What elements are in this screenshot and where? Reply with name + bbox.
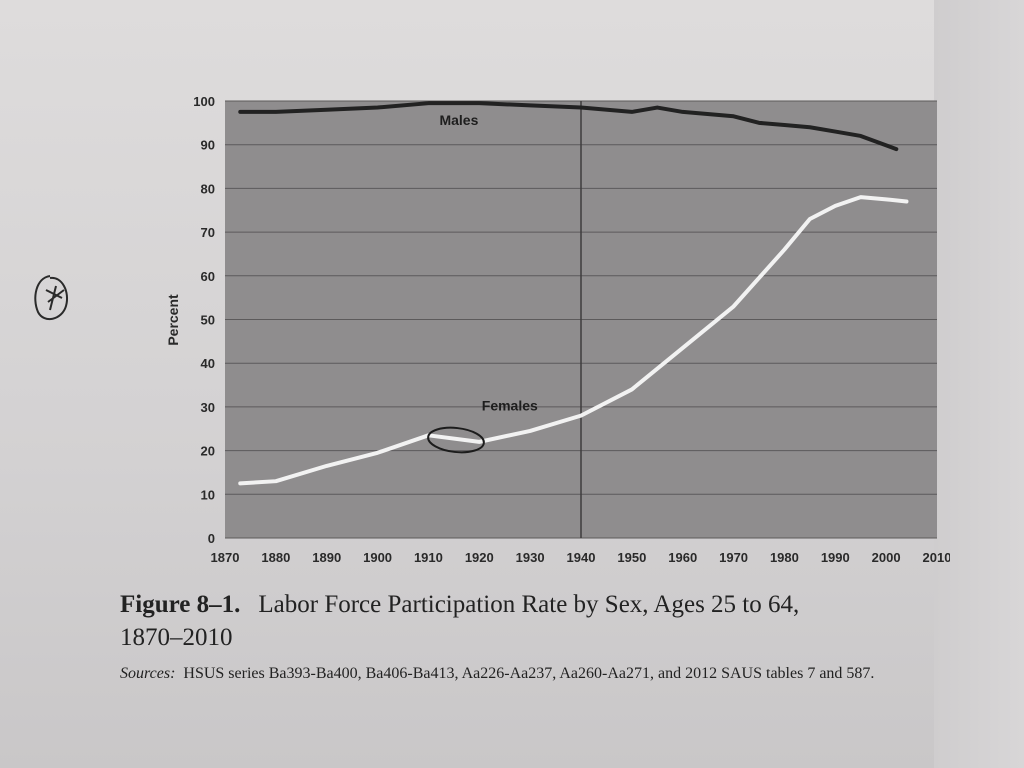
next-page-edge xyxy=(934,0,1024,768)
x-tick-label: 1970 xyxy=(719,550,748,565)
y-tick-label: 100 xyxy=(193,95,215,109)
x-tick-label: 1890 xyxy=(312,550,341,565)
x-tick-label: 1930 xyxy=(516,550,545,565)
x-tick-label: 1920 xyxy=(465,550,494,565)
caption-title-line1: Labor Force Participation Rate by Sex, A… xyxy=(258,591,800,618)
y-tick-label: 60 xyxy=(201,269,215,284)
x-tick-label: 1900 xyxy=(363,550,392,565)
sources-text: HSUS series Ba393-Ba400, Ba406-Ba413, Aa… xyxy=(183,665,875,682)
handwritten-circle xyxy=(427,426,485,454)
x-tick-label: 1880 xyxy=(261,550,290,565)
y-tick-label: 20 xyxy=(201,444,215,459)
y-tick-label: 90 xyxy=(201,138,215,153)
x-tick-label: 1990 xyxy=(821,550,850,565)
x-tick-label: 1980 xyxy=(770,550,799,565)
series-label-males: Males xyxy=(439,112,478,128)
y-tick-labels: 0 10 20 30 40 50 60 70 80 90 100 xyxy=(193,94,215,546)
chart-container: 0 10 20 30 40 50 60 70 80 90 100 1870 1880 1890 1900 1… xyxy=(150,94,952,575)
x-tick-labels: 1870 1880 1890 1900 1910 1920 1930 1940 1950 1960… xyxy=(211,550,952,565)
series-lines: Males Females xyxy=(238,101,909,486)
caption-title: Figure 8–1. Labor Force Participation Rat… xyxy=(120,588,940,654)
sources-label: Sources: xyxy=(120,665,176,682)
sources-note: Sources: HSUS series Ba393-Ba400, Ba406-B… xyxy=(120,660,940,687)
y-axis-label: Percent xyxy=(165,294,181,346)
series-label-females: Females xyxy=(482,397,538,413)
series-line-females xyxy=(238,195,909,486)
series-line-males xyxy=(238,101,899,152)
x-tick-label: 1910 xyxy=(414,550,443,565)
handwritten-annotation-mark xyxy=(34,275,68,321)
gridlines xyxy=(225,100,937,539)
x-tick-label: 2010 xyxy=(923,550,950,565)
x-tick-label: 1950 xyxy=(617,550,646,565)
figure-label: Figure 8–1. xyxy=(120,591,241,618)
y-tick-label: 0 xyxy=(208,531,215,546)
x-tick-label: 2000 xyxy=(872,550,901,565)
caption-title-line2: 1870–2010 xyxy=(120,624,233,651)
y-tick-label: 10 xyxy=(201,487,215,502)
y-tick-label: 80 xyxy=(201,181,215,196)
figure-caption: Figure 8–1. Labor Force Participation Rat… xyxy=(120,588,940,687)
y-tick-label: 70 xyxy=(201,225,215,240)
x-tick-label: 1960 xyxy=(668,550,697,565)
y-tick-label: 40 xyxy=(201,356,215,371)
y-tick-label: 30 xyxy=(201,400,215,415)
y-tick-label: 50 xyxy=(201,313,215,328)
x-tick-label: 1940 xyxy=(567,550,596,565)
x-tick-label: 1870 xyxy=(211,550,240,565)
